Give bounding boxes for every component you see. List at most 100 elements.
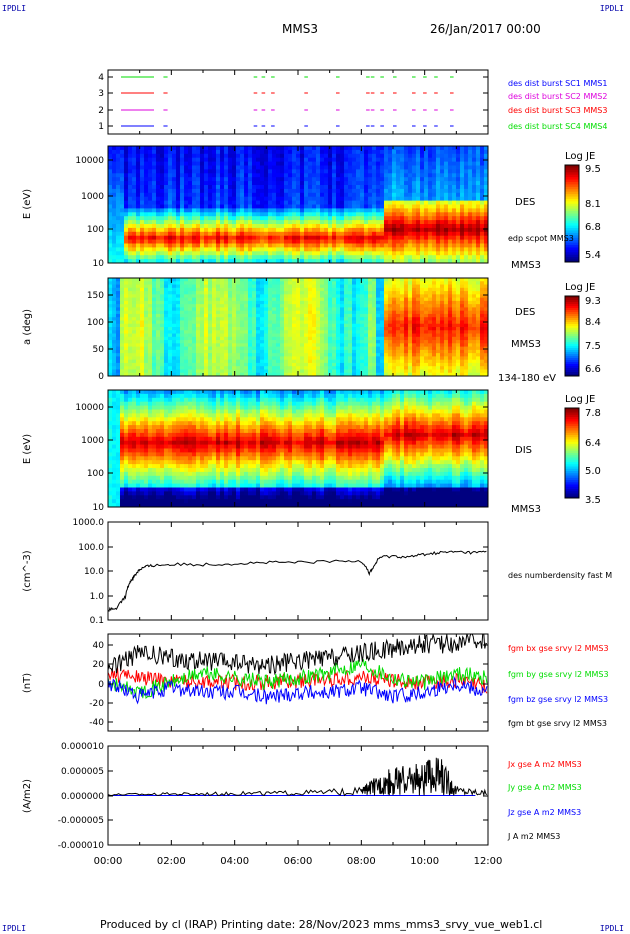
heatmap-cell [216, 196, 221, 202]
heatmap-cell [132, 323, 137, 328]
heatmap-cell [396, 192, 401, 198]
heatmap-cell [352, 323, 357, 328]
heatmap-cell [108, 220, 113, 225]
heatmap-cell [312, 313, 317, 318]
heatmap-cell [184, 185, 189, 190]
heatmap-cell [268, 185, 273, 190]
heatmap-cell [156, 235, 161, 241]
heatmap-cell [284, 346, 289, 351]
heatmap-cell [168, 346, 173, 351]
heatmap-cell [316, 173, 321, 178]
heatmap-cell [240, 346, 245, 351]
heatmap-cell [304, 165, 309, 170]
heatmap-cell [448, 216, 453, 221]
heatmap-cell [196, 369, 201, 374]
heatmap-cell [292, 287, 297, 292]
heatmap-cell [284, 327, 289, 331]
heatmap-cell [172, 212, 177, 217]
heatmap-cell [280, 278, 285, 282]
heatmap-cell [352, 278, 357, 282]
heatmap-cell [416, 259, 421, 264]
heatmap-cell [320, 304, 325, 308]
heatmap-cell [348, 327, 353, 331]
heatmap-cell [204, 333, 209, 338]
heatmap-cell [240, 239, 245, 244]
heatmap-cell [156, 300, 161, 305]
heatmap-cell [256, 327, 261, 331]
heatmap-cell [240, 294, 245, 299]
heatmap-cell [336, 216, 341, 221]
heatmap-cell [236, 310, 241, 315]
heatmap-cell [336, 287, 341, 292]
heatmap-cell [472, 200, 477, 205]
heatmap-cell [300, 320, 305, 325]
heatmap-cell [348, 369, 353, 374]
heatmap-cell [200, 196, 205, 202]
heatmap-cell [380, 208, 385, 213]
heatmap-cell [296, 327, 301, 331]
heatmap-cell [268, 161, 273, 166]
heatmap-cell [164, 220, 169, 225]
heatmap-cell [124, 235, 129, 241]
heatmap-cell [372, 291, 377, 295]
heatmap-cell [376, 181, 381, 186]
heatmap-cell [312, 247, 317, 252]
heatmap-cell [440, 196, 445, 202]
heatmap-cell [120, 196, 125, 202]
heatmap-cell [228, 362, 233, 367]
heatmap-cell [388, 204, 393, 209]
heatmap-cell [124, 231, 129, 237]
heatmap-cell [324, 227, 329, 233]
heatmap-cell [384, 200, 389, 205]
heatmap-cell [116, 188, 121, 194]
heatmap-cell [240, 165, 245, 170]
heatmap-cell [152, 343, 157, 348]
heatmap-cell [364, 320, 369, 325]
heatmap-cell [160, 146, 165, 151]
heatmap-cell [356, 177, 361, 182]
heatmap-cell [156, 153, 161, 159]
heatmap-cell [196, 247, 201, 252]
heatmap-cell [196, 231, 201, 237]
heatmap-cell [168, 353, 173, 357]
heatmap-cell [132, 313, 137, 318]
heatmap-cell [352, 317, 357, 321]
heatmap-cell [392, 216, 397, 221]
heatmap-cell [180, 356, 185, 361]
heatmap-cell [304, 231, 309, 237]
heatmap-cell [108, 224, 113, 229]
heatmap-cell [476, 149, 481, 155]
heatmap-cell [356, 224, 361, 229]
heatmap-cell [436, 231, 441, 237]
heatmap-cell [360, 346, 365, 351]
heatmap-cell [408, 243, 413, 248]
heatmap-cell [200, 231, 205, 237]
heatmap-cell [452, 188, 457, 194]
heatmap-cell [460, 251, 465, 256]
heatmap-cell [272, 157, 277, 163]
heatmap-cell [276, 165, 281, 170]
heatmap-cell [372, 173, 377, 178]
heatmap-cell [188, 333, 193, 338]
heatmap-cell [436, 146, 441, 151]
heatmap-cell [192, 291, 197, 295]
heatmap-cell [132, 343, 137, 348]
heatmap-cell [332, 224, 337, 229]
heatmap-cell [232, 192, 237, 198]
heatmap-cell [164, 346, 169, 351]
heatmap-cell [380, 177, 385, 182]
heatmap-cell [240, 349, 245, 354]
heatmap-cell [108, 231, 113, 237]
heatmap-cell [268, 310, 273, 315]
heatmap-cell [236, 300, 241, 305]
heatmap-cell [332, 281, 337, 286]
heatmap-cell [276, 146, 281, 151]
heatmap-cell [420, 173, 425, 178]
heatmap-cell [132, 340, 137, 344]
heatmap-cell [368, 327, 373, 331]
heatmap-cell [176, 165, 181, 170]
heatmap-cell [116, 294, 121, 299]
heatmap-cell [252, 146, 257, 151]
heatmap-cell [240, 227, 245, 233]
heatmap-cell [436, 169, 441, 174]
